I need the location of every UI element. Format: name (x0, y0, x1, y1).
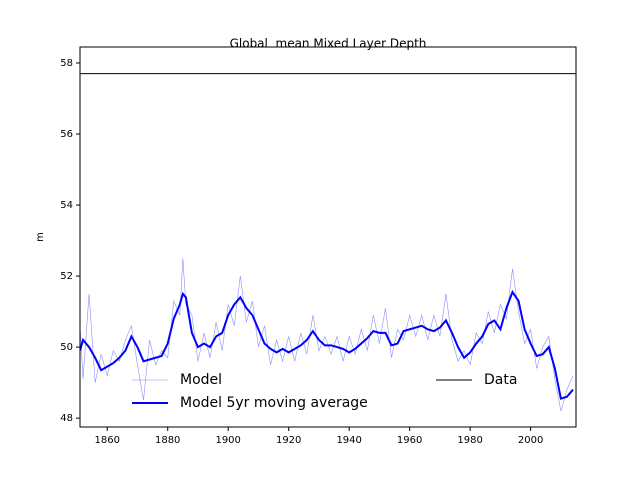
y-tick-label: 54 (60, 200, 73, 211)
y-tick-label: 48 (60, 413, 73, 424)
legend-label: Model (180, 372, 222, 388)
y-tick-label: 52 (60, 271, 73, 282)
x-tick-label: 1900 (215, 435, 240, 446)
series-line (80, 289, 574, 400)
x-tick-label: 1980 (457, 435, 482, 446)
series-line (80, 258, 574, 412)
x-tick-label: 1960 (397, 435, 422, 446)
chart-title: Global mean Mixed Layer Depth (230, 37, 427, 51)
x-tick-label: 1940 (336, 435, 361, 446)
legend-label: Data (484, 372, 517, 388)
plot-frame (79, 46, 577, 428)
x-tick-label: 1880 (155, 435, 180, 446)
y-tick-label: 50 (60, 342, 73, 353)
x-tick-label: 1920 (276, 435, 301, 446)
y-tick-label: 58 (60, 58, 73, 69)
x-tick-label: 1860 (94, 435, 119, 446)
legend-label: Model 5yr moving average (180, 395, 368, 411)
x-tick-label: 2000 (518, 435, 543, 446)
y-axis-label: m (35, 232, 46, 242)
y-tick-label: 56 (60, 129, 73, 140)
